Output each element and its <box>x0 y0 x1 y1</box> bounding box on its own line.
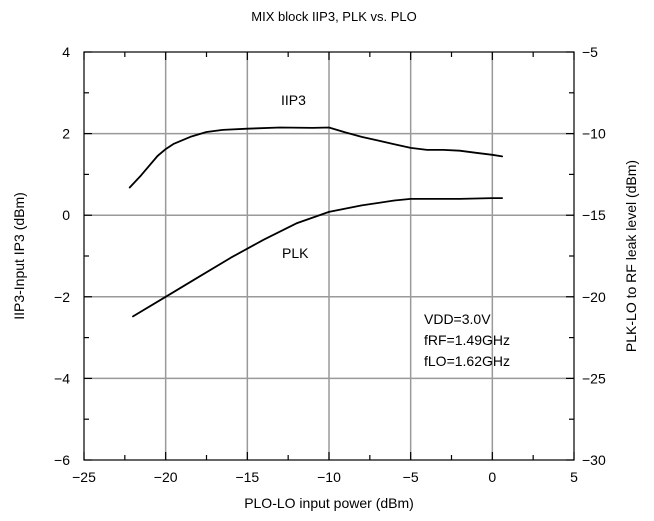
tick-marks <box>83 51 575 461</box>
x-tick-label: 5 <box>570 469 578 485</box>
y-left-tick-label: −6 <box>54 452 70 468</box>
y-right-tick-label: −5 <box>582 44 598 60</box>
y-axis-label-right: PLK-LO to RF leak level (dBm) <box>623 160 639 352</box>
condition-frf: fRF=1.49GHz <box>424 332 510 348</box>
series-line-iip3 <box>128 126 503 189</box>
y-left-tick-label: −4 <box>54 370 70 386</box>
y-left-tick-label: 4 <box>62 44 70 60</box>
grid <box>84 52 574 460</box>
y-right-tick-label: −10 <box>582 126 606 142</box>
plk-series-label: PLK <box>282 245 309 261</box>
iip3-series-label: IIP3 <box>281 92 306 108</box>
x-tick-label: −20 <box>154 469 178 485</box>
x-tick-labels: −25 −20 −15 −10 −5 0 5 <box>72 469 578 485</box>
x-tick-label: −25 <box>72 469 96 485</box>
y-left-tick-label: 2 <box>62 126 70 142</box>
chart-title: MIX block IIP3, PLK vs. PLO <box>251 9 416 24</box>
y-left-tick-label: −2 <box>54 289 70 305</box>
series-group <box>128 126 503 318</box>
y-right-tick-labels: −30 −25 −20 −15 −10 −5 <box>582 44 606 468</box>
condition-vdd: VDD=3.0V <box>424 311 491 327</box>
x-tick-label: 0 <box>488 469 496 485</box>
y-left-tick-label: 0 <box>62 207 70 223</box>
x-tick-label: −15 <box>235 469 259 485</box>
y-left-tick-labels: −6 −4 −2 0 2 4 <box>54 44 70 468</box>
y-right-tick-label: −20 <box>582 289 606 305</box>
y-right-tick-label: −30 <box>582 452 606 468</box>
y-axis-label-left: IIP3-Input IP3 (dBm) <box>11 192 27 320</box>
y-right-tick-label: −25 <box>582 370 606 386</box>
y-right-tick-label: −15 <box>582 207 606 223</box>
x-tick-label: −5 <box>403 469 419 485</box>
condition-flo: fLO=1.62GHz <box>424 353 510 369</box>
x-tick-label: −10 <box>317 469 341 485</box>
series-line-plk <box>132 197 503 318</box>
x-axis-label: PLO-LO input power (dBm) <box>244 495 414 511</box>
